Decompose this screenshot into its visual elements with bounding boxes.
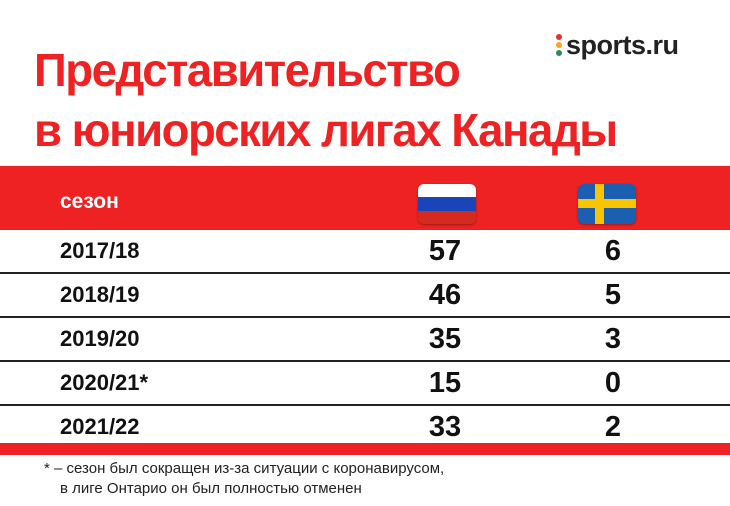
logo-dot [556,34,562,40]
table-header: сезон [0,166,730,230]
flag-stripe-blue [418,197,476,211]
title-line-1: Представительство [34,44,461,96]
table-row: 2021/22 33 2 [0,404,730,448]
table-row: 2018/19 46 5 [0,272,730,316]
logo-dot [556,42,562,48]
season-cell: 2019/20 [60,326,140,351]
title-line-2: в юниорских лигах Канады [34,104,618,156]
footnote: * – сезон был сокращен из-за ситуации с … [44,459,444,499]
flag-stripe-red [418,210,476,224]
logo-dot [556,50,562,56]
season-cell: 2020/21* [60,370,149,395]
sports-ru-logo: sports.ru [556,28,679,62]
bottom-accent-bar [0,443,730,455]
sweden-count-cell: 0 [604,367,622,399]
russia-count-cell: 46 [428,279,462,311]
logo-dots-icon [556,34,562,56]
season-column-header: сезон [60,190,119,213]
table-row: 2019/20 35 3 [0,316,730,360]
sweden-count-cell: 3 [604,323,622,355]
flag-stripe-white [418,184,476,198]
season-cell: 2017/18 [60,238,140,263]
logo-text: sports.ru [566,29,679,60]
sweden-count-cell: 5 [604,279,622,311]
russia-count-cell: 15 [428,367,462,399]
sweden-count-cell: 6 [604,235,622,267]
season-cell: 2018/19 [60,282,140,307]
russia-count-cell: 33 [428,411,462,443]
season-cell: 2021/22 [60,414,140,439]
table-row: 2017/18 57 6 [0,230,730,272]
sweden-flag-icon [578,184,636,224]
table-row: 2020/21* 15 0 [0,360,730,404]
table-body: 2017/18 57 6 2018/19 46 5 2019/20 35 3 2020/21* 15… [0,230,730,448]
sweden-count-cell: 2 [604,411,622,443]
russia-flag-icon [418,184,476,224]
russia-count-cell: 57 [428,235,462,267]
page-title: Представительство в юниорских лигах Кана… [34,40,618,160]
flag-cross-horizontal [578,199,636,208]
footnote-line-1: * – сезон был сокращен из-за ситуации с … [44,460,445,477]
russia-count-cell: 35 [428,323,462,355]
footnote-line-2: в лиге Онтарио он был полностью отменен [60,480,362,497]
